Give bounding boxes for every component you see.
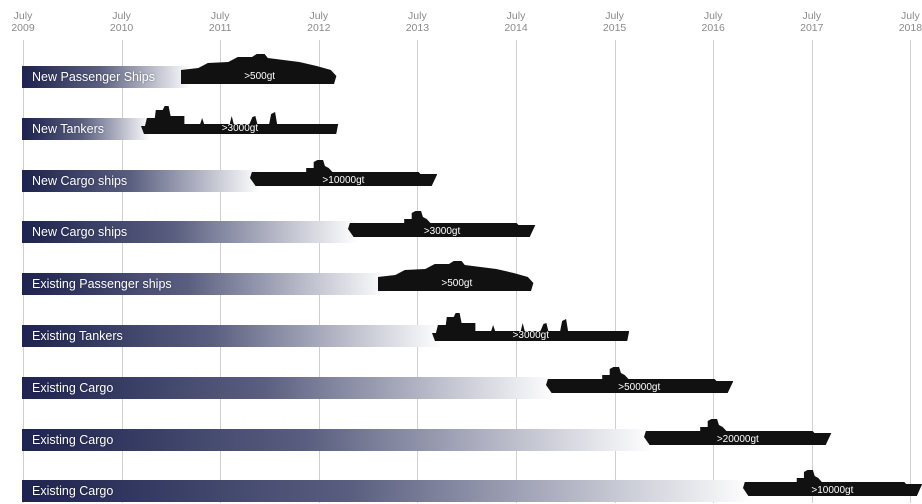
cargo-ship-icon: >10000gt (249, 158, 438, 194)
tonnage-label: >10000gt (811, 485, 854, 497)
year-month: July (901, 10, 920, 22)
year-label-2018: July 2018 (880, 10, 922, 34)
timeline-bar (22, 480, 753, 503)
year-label-2011: July 2011 (190, 10, 250, 34)
gridline-2009 (23, 40, 24, 503)
year-month: July (605, 10, 624, 22)
timeline-bar (22, 117, 152, 140)
gridline-2010 (121, 40, 123, 503)
gridline-2018 (910, 40, 912, 503)
year-value: 2012 (307, 22, 331, 34)
gridline-2014 (516, 40, 517, 503)
gridline-2016 (713, 40, 715, 503)
row-label: Existing Tankers (32, 329, 123, 343)
row-label: New Cargo ships (32, 225, 128, 240)
year-month: July (802, 10, 822, 22)
timeline-bar (22, 66, 191, 88)
row-label: Existing Cargo (32, 484, 114, 499)
year-label-2016: July 2016 (683, 10, 743, 34)
year-label-2014: July 2014 (486, 10, 546, 34)
cargo-ship-icon: >3000gt (348, 209, 536, 245)
tonnage-label: >500gt (441, 278, 473, 290)
timeline-bar (22, 273, 388, 296)
year-value: 2014 (504, 22, 528, 34)
gridline-2017 (811, 40, 813, 503)
tonnage-label: >50000gt (618, 381, 661, 393)
row-label: New Cargo ships (32, 173, 128, 188)
year-value: 2018 (898, 22, 922, 34)
timeline-bar (22, 221, 359, 244)
year-value: 2017 (800, 22, 824, 34)
year-month: July (112, 10, 131, 22)
passenger-ship-icon: >500gt (180, 54, 339, 90)
year-label-2015: July 2015 (585, 10, 645, 34)
year-label-2012: July 2012 (289, 10, 349, 34)
year-month: July (13, 10, 33, 22)
year-label-2009: July 2009 (0, 10, 53, 34)
year-month: July (309, 10, 329, 22)
year-month: July (408, 10, 427, 22)
timeline-bar (22, 325, 443, 347)
year-value: 2010 (109, 22, 134, 34)
tonnage-label: >3000gt (221, 122, 259, 134)
row-label: Existing Cargo (32, 432, 114, 447)
tonnage-label: >3000gt (512, 330, 549, 341)
year-month: July (703, 10, 723, 22)
year-label-2010: July 2010 (92, 10, 152, 34)
row-label: New Passenger Ships (32, 70, 155, 84)
tonnage-label: >500gt (244, 71, 276, 82)
gridline-2015 (614, 40, 616, 503)
timeline-bar (22, 169, 260, 192)
passenger-ship-icon: >500gt (377, 261, 536, 297)
year-month: July (210, 10, 230, 22)
year-value: 2011 (208, 22, 232, 34)
timeline-bar (22, 376, 556, 399)
row-label: Existing Passenger ships (32, 277, 172, 292)
timeline-bar (22, 428, 655, 451)
tonnage-label: >20000gt (716, 433, 759, 445)
year-value: 2013 (405, 22, 430, 34)
cargo-ship-icon: >10000gt (742, 468, 922, 504)
tanker-ship-icon: >3000gt (141, 105, 339, 142)
year-label-2017: July 2017 (782, 10, 842, 34)
year-label-2013: July 2013 (387, 10, 447, 34)
row-label: New Tankers (32, 121, 105, 136)
tonnage-label: >10000gt (322, 174, 365, 186)
cargo-ship-icon: >50000gt (545, 365, 733, 401)
year-value: 2009 (11, 22, 35, 34)
year-value: 2016 (701, 22, 725, 34)
gridline-2012 (318, 40, 320, 503)
row-label: Existing Cargo (32, 380, 114, 395)
cargo-ship-icon: >20000gt (644, 417, 832, 453)
year-month: July (506, 10, 526, 22)
year-value: 2015 (602, 22, 627, 34)
gridline-2011 (220, 40, 222, 503)
tonnage-label: >3000gt (423, 226, 461, 238)
tanker-ship-icon: >3000gt (432, 313, 630, 349)
